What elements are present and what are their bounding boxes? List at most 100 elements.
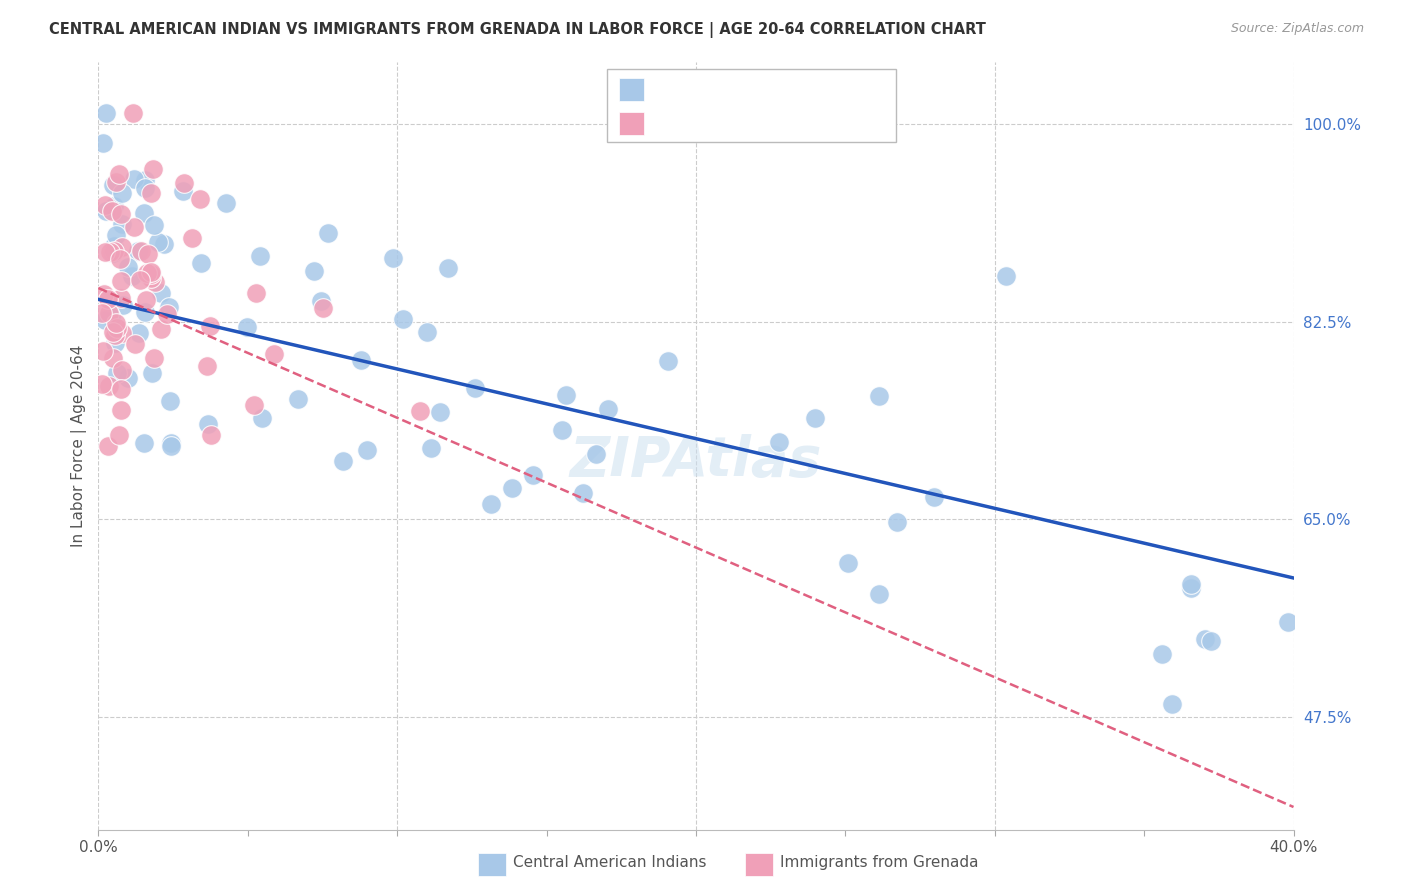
Point bbox=[128, 326, 150, 340]
Point bbox=[94, 106, 117, 120]
Point bbox=[103, 336, 125, 351]
Point bbox=[159, 393, 181, 408]
Text: ZIPAtlas: ZIPAtlas bbox=[569, 434, 823, 488]
Point bbox=[90, 377, 112, 392]
Point bbox=[868, 587, 890, 601]
Point bbox=[585, 447, 607, 461]
Point bbox=[139, 267, 162, 281]
Point bbox=[197, 417, 219, 431]
Point bbox=[103, 239, 125, 253]
Point bbox=[501, 481, 523, 495]
Point bbox=[142, 219, 165, 233]
Point bbox=[134, 305, 156, 319]
Point bbox=[1277, 615, 1299, 630]
Point bbox=[136, 247, 159, 261]
Point bbox=[108, 252, 131, 266]
Text: Central American Indians: Central American Indians bbox=[513, 855, 707, 870]
Point bbox=[190, 256, 212, 270]
Point bbox=[555, 388, 578, 402]
Text: R = -0.492   N = 80: R = -0.492 N = 80 bbox=[655, 87, 827, 102]
Point bbox=[479, 496, 502, 510]
Point bbox=[143, 275, 166, 289]
Text: Source: ZipAtlas.com: Source: ZipAtlas.com bbox=[1230, 22, 1364, 36]
Point bbox=[104, 228, 127, 243]
Point bbox=[134, 180, 156, 194]
Point bbox=[316, 226, 339, 240]
Point bbox=[768, 434, 790, 449]
Point bbox=[135, 293, 157, 308]
Point bbox=[143, 351, 166, 366]
Point bbox=[437, 261, 460, 276]
Point bbox=[141, 265, 163, 279]
Point bbox=[243, 398, 266, 412]
Point bbox=[332, 454, 354, 468]
Point bbox=[104, 175, 127, 189]
Point bbox=[1194, 632, 1216, 646]
Point bbox=[91, 136, 114, 150]
Point bbox=[134, 173, 156, 187]
Point bbox=[110, 291, 132, 305]
Point bbox=[108, 427, 131, 442]
Point bbox=[235, 319, 257, 334]
Point bbox=[111, 326, 134, 341]
Point bbox=[995, 268, 1018, 283]
Point bbox=[1180, 577, 1202, 591]
Point bbox=[159, 436, 181, 450]
Point bbox=[572, 485, 595, 500]
Point bbox=[198, 318, 221, 333]
Point bbox=[886, 515, 908, 529]
Point bbox=[195, 359, 218, 373]
Point bbox=[160, 439, 183, 453]
Point bbox=[108, 167, 131, 181]
Point bbox=[101, 325, 124, 339]
Text: CENTRAL AMERICAN INDIAN VS IMMIGRANTS FROM GRENADA IN LABOR FORCE | AGE 20-64 CO: CENTRAL AMERICAN INDIAN VS IMMIGRANTS FR… bbox=[49, 22, 986, 38]
Point bbox=[837, 556, 859, 570]
Point bbox=[97, 439, 120, 453]
Point bbox=[101, 178, 124, 193]
Point bbox=[103, 199, 125, 213]
Point bbox=[110, 382, 132, 396]
Point bbox=[103, 351, 125, 366]
Point bbox=[117, 371, 139, 385]
Point bbox=[93, 286, 115, 301]
Point bbox=[245, 286, 267, 301]
Point bbox=[139, 186, 162, 200]
Point bbox=[121, 106, 143, 120]
Point bbox=[122, 172, 145, 186]
Point bbox=[1199, 633, 1222, 648]
Point bbox=[391, 311, 413, 326]
Point bbox=[657, 353, 679, 368]
Point bbox=[150, 322, 173, 336]
Point bbox=[93, 313, 115, 327]
Point bbox=[1180, 581, 1202, 595]
Point bbox=[111, 217, 134, 231]
Point bbox=[141, 366, 163, 380]
Point bbox=[382, 251, 405, 265]
Point bbox=[101, 246, 124, 260]
Point bbox=[146, 235, 169, 249]
Point bbox=[804, 410, 827, 425]
Point bbox=[1152, 647, 1174, 661]
Point bbox=[90, 306, 112, 320]
Point bbox=[522, 467, 544, 482]
Point bbox=[152, 236, 174, 251]
Point bbox=[429, 405, 451, 419]
Point bbox=[463, 381, 485, 395]
Point bbox=[200, 428, 222, 442]
Point bbox=[136, 266, 159, 280]
Point bbox=[98, 305, 121, 319]
Point bbox=[105, 320, 128, 334]
Point bbox=[309, 294, 332, 309]
Point bbox=[159, 300, 181, 314]
Point bbox=[94, 244, 117, 259]
Point bbox=[155, 307, 177, 321]
Point bbox=[104, 328, 127, 343]
Point bbox=[141, 271, 163, 285]
Point bbox=[101, 203, 124, 218]
Point bbox=[112, 298, 135, 312]
Point bbox=[1161, 698, 1184, 712]
Point bbox=[924, 491, 946, 505]
Point bbox=[409, 404, 432, 418]
Point bbox=[100, 310, 122, 325]
Point bbox=[287, 392, 309, 406]
